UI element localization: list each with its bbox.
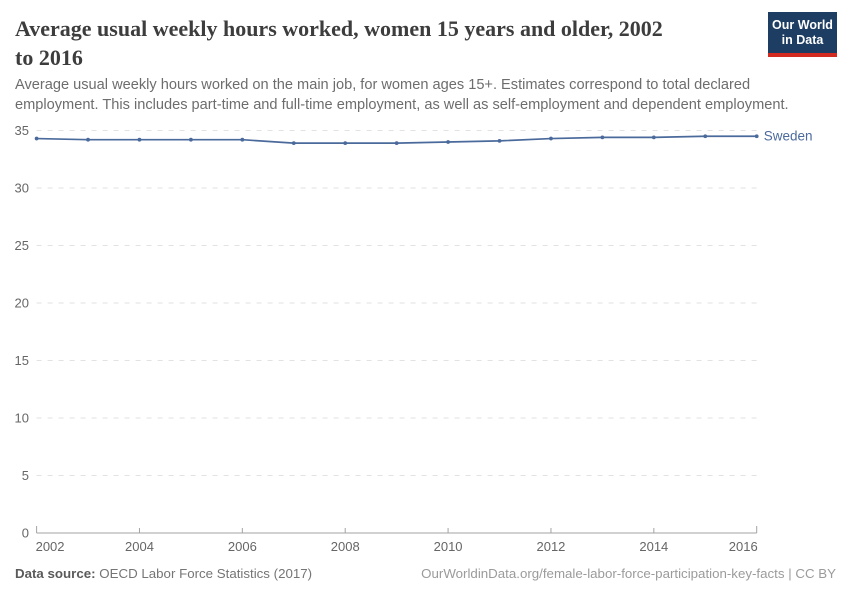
data-point[interactable] xyxy=(240,137,245,142)
owid-logo-line1: Our World xyxy=(772,18,833,32)
y-axis-label: 10 xyxy=(15,411,29,426)
x-axis-label: 2010 xyxy=(434,539,463,554)
page-title-line1: Average usual weekly hours worked, women… xyxy=(15,16,663,41)
data-point[interactable] xyxy=(703,134,708,139)
data-point[interactable] xyxy=(549,136,553,141)
x-axis-label: 2012 xyxy=(536,539,565,554)
data-point[interactable] xyxy=(446,140,450,144)
data-source: Data source: OECD Labor Force Statistics… xyxy=(15,566,312,581)
data-point[interactable] xyxy=(137,137,142,142)
data-point[interactable] xyxy=(600,135,605,140)
data-point[interactable] xyxy=(343,141,348,146)
data-point[interactable] xyxy=(497,138,502,143)
x-axis-label: 2002 xyxy=(36,539,65,554)
data-point[interactable] xyxy=(754,134,759,139)
data-source-value: OECD Labor Force Statistics (2017) xyxy=(95,566,313,581)
y-axis-label: 25 xyxy=(15,238,29,253)
y-axis-label: 35 xyxy=(15,123,29,138)
y-axis-label: 30 xyxy=(15,181,29,196)
owid-logo-line2: in Data xyxy=(781,33,824,47)
data-point[interactable] xyxy=(189,137,193,142)
chart-subtitle-line2: employment. This includes part-time and … xyxy=(15,97,789,114)
x-axis-label: 2016 xyxy=(729,539,758,554)
series-label-sweden[interactable]: Sweden xyxy=(764,129,813,144)
x-axis-label: 2014 xyxy=(639,539,668,554)
y-axis-label: 15 xyxy=(15,353,29,368)
owid-logo[interactable]: Our World in Data xyxy=(768,12,837,57)
data-point[interactable] xyxy=(86,137,90,142)
data-point[interactable] xyxy=(651,135,656,140)
owid-citation-link[interactable]: OurWorldinData.org/female-labor-force-pa… xyxy=(421,566,836,581)
data-point[interactable] xyxy=(34,136,39,141)
x-axis-label: 2006 xyxy=(228,539,257,554)
y-axis-label: 5 xyxy=(22,468,29,483)
chart-subtitle-line1: Average usual weekly hours worked on the… xyxy=(15,77,751,93)
x-axis-label: 2004 xyxy=(125,539,154,554)
data-source-label: Data source: xyxy=(15,566,96,581)
chart-footer: Data source: OECD Labor Force Statistics… xyxy=(15,566,836,581)
page-title-line2: to 2016 xyxy=(15,45,83,71)
page-title: Average usual weekly hours worked, women… xyxy=(15,14,663,72)
y-axis-label: 20 xyxy=(15,296,29,311)
data-point[interactable] xyxy=(291,141,296,146)
data-point[interactable] xyxy=(394,141,399,146)
line-chart[interactable]: 0 5 10 15 20 25 30 35 2002 2004 2006 2008 2010 2012 20… xyxy=(0,118,850,568)
y-axis-label: 0 xyxy=(22,526,29,541)
x-axis-label: 2008 xyxy=(331,539,360,554)
chart-subtitle: Average usual weekly hours worked on the… xyxy=(15,75,789,115)
